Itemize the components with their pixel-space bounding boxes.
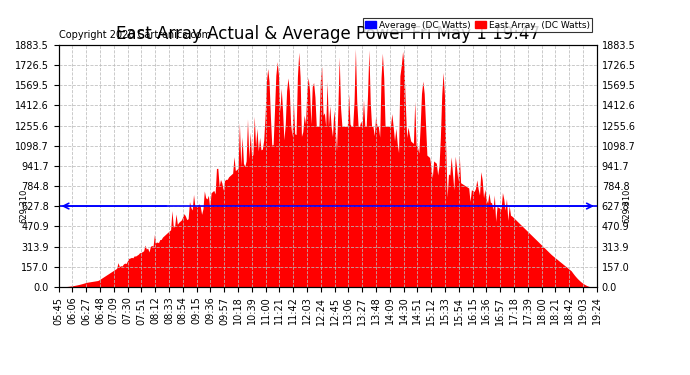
Text: Copyright 2020 Cartronics.com: Copyright 2020 Cartronics.com (59, 30, 210, 40)
Title: East Array Actual & Average Power Fri May 1 19:47: East Array Actual & Average Power Fri Ma… (116, 26, 540, 44)
Text: 629.310: 629.310 (19, 189, 28, 223)
Text: 629.310: 629.310 (622, 189, 631, 223)
Legend: Average  (DC Watts), East Array  (DC Watts): Average (DC Watts), East Array (DC Watts… (363, 18, 592, 33)
